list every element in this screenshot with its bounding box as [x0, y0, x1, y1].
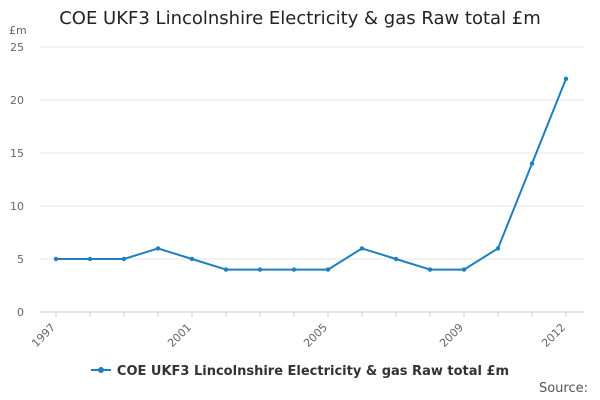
series-group — [53, 76, 569, 272]
data-point[interactable] — [359, 246, 365, 251]
data-point[interactable] — [427, 267, 433, 272]
data-point[interactable] — [53, 256, 59, 262]
x-tick-label: 1997 — [29, 321, 58, 350]
legend-swatch — [90, 366, 111, 373]
data-point[interactable] — [257, 267, 263, 272]
x-tick-label: 2009 — [437, 321, 466, 350]
x-axis-ticks: 1997 2001 2005 2009 2012 — [29, 312, 568, 350]
legend[interactable]: COE UKF3 Lincolnshire Electricity & gas … — [0, 364, 600, 379]
data-point[interactable] — [121, 256, 127, 262]
x-tick-label: 2005 — [301, 321, 330, 350]
data-point[interactable] — [155, 246, 161, 251]
y-axis-unit-label: £m — [9, 24, 27, 37]
data-point[interactable] — [291, 267, 297, 272]
source-label: Source: — [538, 381, 588, 396]
data-point[interactable] — [325, 267, 331, 272]
y-axis-ticks: 0 5 10 15 20 25 — [10, 41, 24, 319]
gridlines — [40, 46, 584, 313]
series-line — [56, 78, 567, 271]
legend-label: COE UKF3 Lincolnshire Electricity & gas … — [116, 364, 510, 379]
data-point[interactable] — [495, 246, 501, 251]
data-point[interactable] — [563, 76, 569, 82]
y-tick-label: 15 — [10, 147, 24, 160]
data-point[interactable] — [223, 267, 229, 272]
y-tick-label: 0 — [17, 306, 24, 319]
x-tick-label: 2001 — [165, 321, 194, 350]
y-tick-label: 20 — [10, 94, 24, 107]
y-tick-label: 10 — [10, 200, 24, 213]
y-tick-label: 5 — [17, 253, 24, 266]
data-point[interactable] — [461, 267, 467, 272]
data-point[interactable] — [393, 256, 399, 262]
y-tick-label: 25 — [10, 41, 24, 54]
data-point[interactable] — [189, 256, 195, 262]
data-point[interactable] — [87, 256, 93, 262]
data-point[interactable] — [529, 161, 535, 166]
x-tick-label: 2012 — [539, 321, 568, 350]
chart-title: COE UKF3 Lincolnshire Electricity & gas … — [59, 8, 541, 29]
